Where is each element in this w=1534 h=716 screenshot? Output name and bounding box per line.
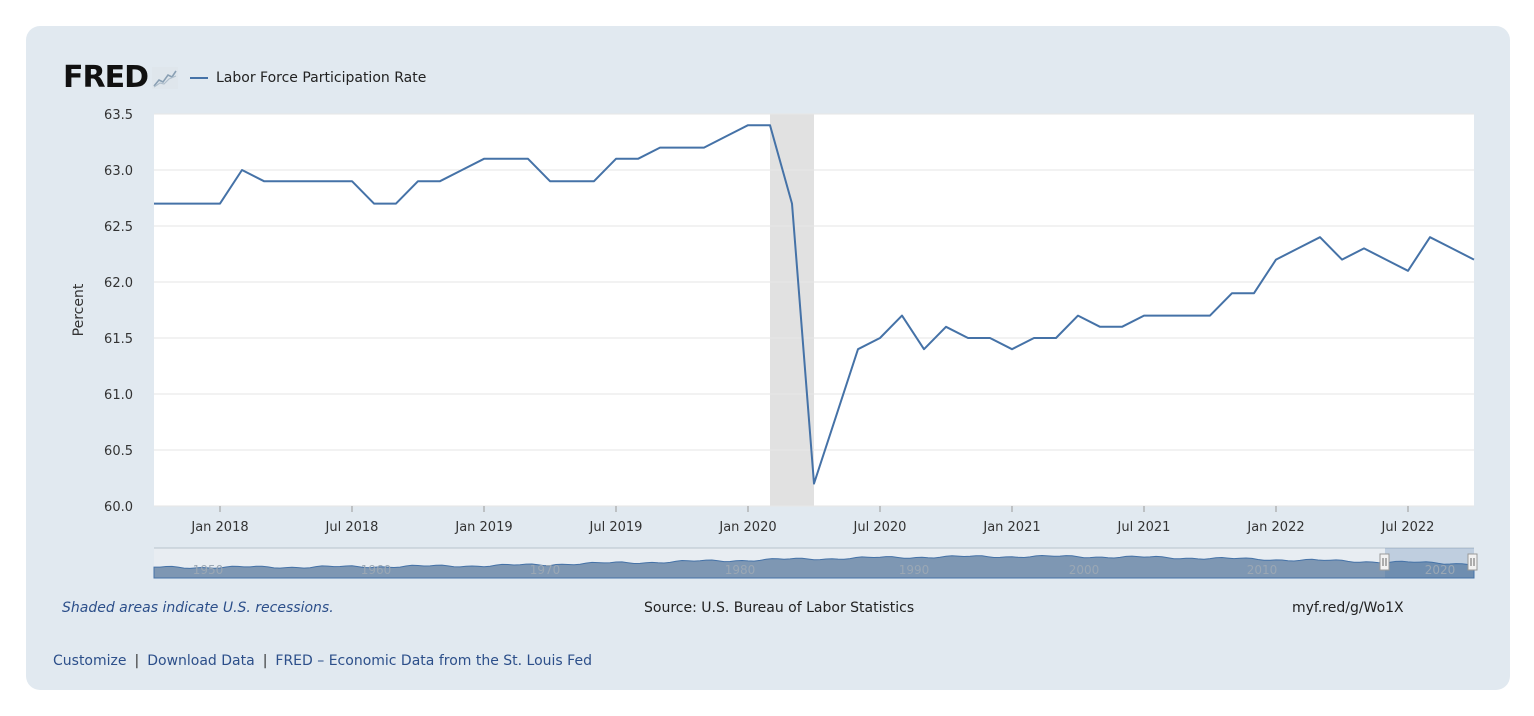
source-note: Source: U.S. Bureau of Labor Statistics: [644, 600, 915, 616]
navigator-left-handle[interactable]: [1379, 553, 1390, 571]
legend-swatch: [190, 77, 208, 79]
x-tick-label: Jan 2019: [454, 520, 512, 535]
navigator-label: 2020: [1425, 563, 1456, 577]
navigator-label: 1980: [725, 563, 756, 577]
fred-home-link[interactable]: FRED – Economic Data from the St. Louis …: [275, 653, 592, 669]
navigator-label: 1990: [899, 563, 930, 577]
recession-note: Shaded areas indicate U.S. recessions.: [62, 600, 334, 616]
link-separator: |: [134, 653, 140, 669]
x-tick-label: Jan 2022: [1246, 520, 1304, 535]
x-tick-label: Jul 2021: [1117, 520, 1171, 535]
navigator-series-area: [153, 554, 1475, 579]
y-tick-label: 63.0: [104, 164, 133, 179]
download-data-link[interactable]: Download Data: [147, 653, 255, 669]
y-tick-label: 61.0: [104, 388, 133, 403]
y-tick-label: 62.0: [104, 276, 133, 291]
line-chart: 60.0 60.5 61.0 61.5 62.0 62.5 63.0 63.5 Jan 201…: [71, 108, 1478, 579]
y-tick-label: 63.5: [104, 108, 133, 123]
navigator-label: 2000: [1069, 563, 1100, 577]
legend-label: Labor Force Participation Rate: [216, 70, 427, 86]
line-chart-icon: [152, 67, 178, 89]
navigator-selection[interactable]: [1385, 548, 1474, 578]
x-tick-label: Jan 2021: [982, 520, 1040, 535]
x-tick-label: Jul 2020: [853, 520, 907, 535]
x-tick-label: Jan 2020: [718, 520, 776, 535]
navigator-label: 1960: [361, 563, 392, 577]
chart-header: FRED Labor Force Participation Rate: [63, 62, 426, 94]
x-tick-label: Jan 2018: [190, 520, 248, 535]
series-line[interactable]: [154, 124, 1475, 485]
y-tick-label: 62.5: [104, 220, 133, 235]
y-tick-label: 60.0: [104, 500, 133, 515]
short-link[interactable]: myf.red/g/Wo1X: [1292, 600, 1404, 616]
recession-band: [770, 114, 814, 506]
navigator-label: 1970: [530, 563, 561, 577]
y-axis-label: Percent: [71, 283, 87, 336]
x-tick-label: Jul 2018: [325, 520, 379, 535]
navigator-label: 2010: [1247, 563, 1278, 577]
y-tick-label: 61.5: [104, 332, 133, 347]
y-tick-label: 60.5: [104, 444, 133, 459]
customize-link[interactable]: Customize: [53, 653, 127, 669]
fred-logo[interactable]: FRED: [63, 60, 149, 95]
chart-links: Customize | Download Data | FRED – Econo…: [53, 653, 592, 669]
x-tick-label: Jul 2022: [1381, 520, 1435, 535]
legend: Labor Force Participation Rate: [190, 70, 426, 86]
navigator-label: 1950: [193, 563, 224, 577]
link-separator: |: [262, 653, 268, 669]
navigator-right-handle[interactable]: [1467, 553, 1478, 571]
x-tick-label: Jul 2019: [589, 520, 643, 535]
